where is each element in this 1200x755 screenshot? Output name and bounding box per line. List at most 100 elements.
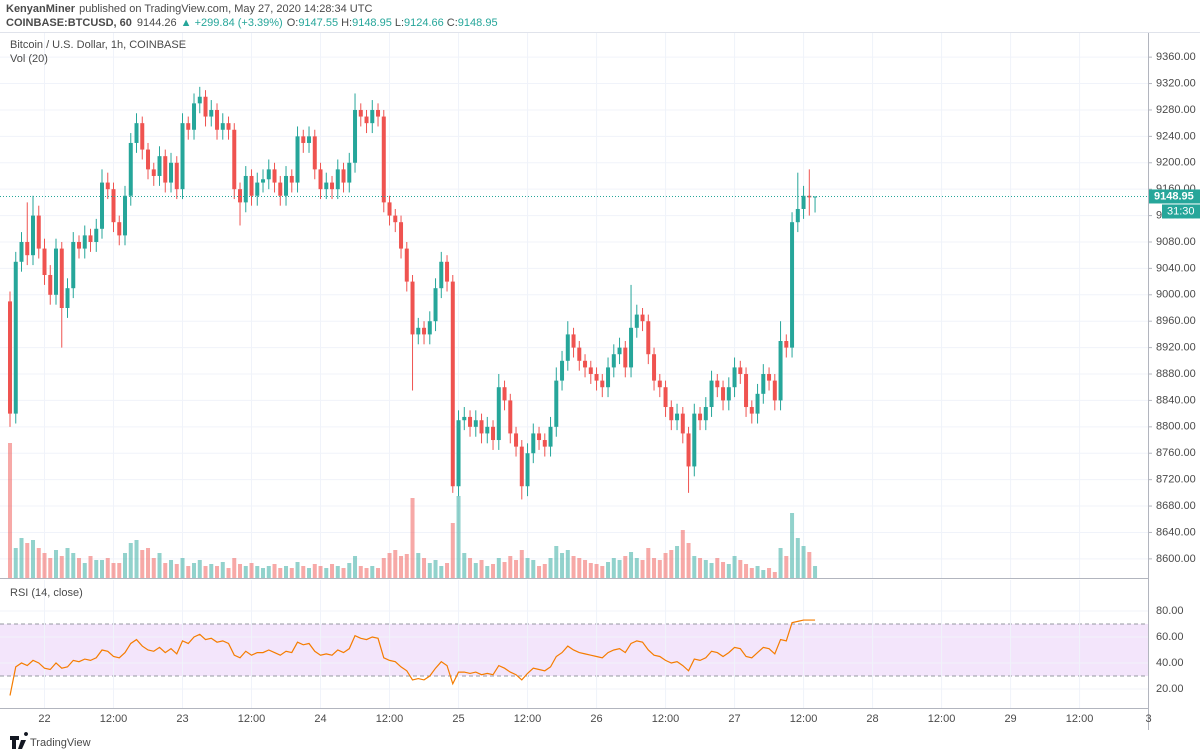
volume-bar [433,560,438,578]
volume-bar [795,538,800,578]
candle-body [404,248,409,282]
candle-body [715,380,720,388]
candle-body [324,182,329,190]
candle-body [318,169,323,190]
candle-body [450,281,455,487]
volume-bar [422,558,427,578]
volume-bar [755,566,760,578]
header-line-1: KenyanMiner published on TradingView.com,… [6,3,372,15]
candle-body [496,387,501,441]
volume-bar [416,553,421,578]
volume-bar [111,563,116,578]
candle-body [807,195,812,198]
volume-bar [698,558,703,578]
volume-bar [358,566,363,578]
volume-bar [767,568,772,578]
candle-body [433,288,438,322]
candle-body [514,433,519,447]
volume-bar [502,562,507,578]
volume-bar [594,564,599,578]
candle-body [255,182,260,196]
volume-bar [393,550,398,578]
volume-bar [657,560,662,578]
candle-body [462,416,467,421]
volume-bar [732,556,737,578]
volume-bar [450,523,455,578]
candle-body [353,109,358,163]
volume-bar [8,443,13,578]
volume-bar [399,556,404,578]
volume-bar [531,560,536,578]
candle-body [669,407,674,421]
volume-bar [456,496,461,578]
volume-bar [54,550,59,578]
candle-body [508,400,513,434]
candle-body [289,175,294,183]
x-tick-label: 22 [38,713,50,725]
candle-body [42,248,47,275]
rsi-tick-label: 60.00 [1156,631,1184,643]
volume-bar [42,553,47,578]
candle-body [48,274,53,295]
volume-bar [209,564,214,578]
candle-body [801,195,806,209]
volume-bar [726,564,731,578]
candle-body [284,175,289,196]
volume-bar [560,553,565,578]
candle-body [439,261,444,289]
volume-bar [462,553,467,578]
countdown-box [1162,204,1200,219]
y-tick-label: 8680.00 [1156,500,1196,512]
volume-bar [468,558,473,578]
candle-body [410,281,415,335]
candle-body [790,222,795,348]
candle-body [272,169,277,183]
volume-bar [238,564,243,578]
candle-body [692,413,697,467]
volume-bar [36,548,41,578]
candle-body [761,374,766,394]
o-label: O: [287,17,299,29]
candle-body [646,321,651,355]
volume-bar [65,548,70,578]
volume-bar [554,546,559,578]
volume-bar [583,560,588,578]
x-tick-label: 12:00 [100,713,128,725]
candle-body [59,248,64,308]
x-tick-label: 12:00 [376,713,404,725]
candle-body [19,241,24,262]
candle-body [600,380,605,388]
last-price-label: 9148.95 [1154,190,1194,202]
volume-bar [123,553,128,578]
volume-bar [445,563,450,578]
volume-bar [577,558,582,578]
last-price-box [1149,189,1200,204]
candle-body [8,301,13,414]
volume-bar [761,570,766,578]
y-tick-label: 8840.00 [1156,394,1196,406]
volume-bar [565,550,570,578]
candle-body [813,196,818,198]
x-tick-label: 25 [452,713,464,725]
candle-body [427,321,432,335]
volume-bar [134,540,139,578]
volume-bar [772,572,777,578]
candle-body [445,261,450,282]
candle-body [25,241,30,256]
volume-bar [180,558,185,578]
candle-body [31,215,36,256]
author: KenyanMiner [6,3,76,15]
volume-bar [174,564,179,578]
candle-body [416,327,421,335]
volume-bar [692,556,697,578]
candle-body [709,380,714,408]
candle-body [88,235,93,242]
volume-bar [19,538,24,578]
candle-body [312,136,317,170]
candle-body [94,228,99,242]
volume-bar [427,563,432,578]
volume-bar [784,556,789,578]
candle-body [473,420,478,427]
volume-bar [48,558,53,578]
